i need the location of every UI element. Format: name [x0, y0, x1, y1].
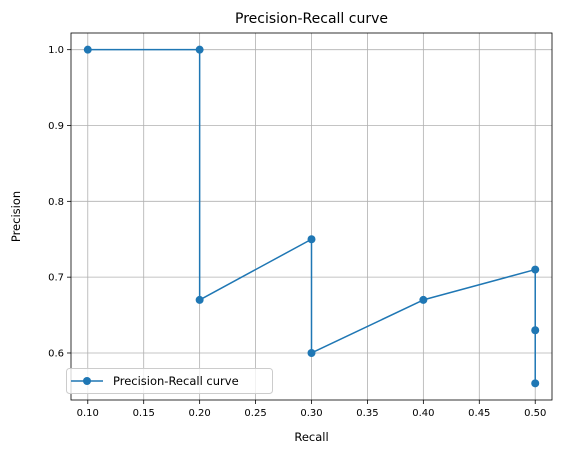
- y-tick-label: 0.7: [48, 273, 64, 284]
- y-tick-label: 1.0: [48, 45, 64, 56]
- chart-title: Precision-Recall curve: [235, 11, 388, 27]
- data-point: [195, 45, 204, 54]
- x-tick-label: 0.40: [412, 408, 434, 419]
- data-point: [419, 295, 428, 304]
- data-point: [531, 326, 540, 335]
- x-tick-label: 0.10: [77, 408, 99, 419]
- legend-entry-label: Precision-Recall curve: [113, 374, 239, 388]
- x-tick-label: 0.15: [133, 408, 155, 419]
- data-point: [307, 348, 316, 357]
- x-axis-ticks: 0.10 0.15 0.20 0.25 0.30 0.35 0.40 0.45 0.50: [77, 400, 546, 419]
- y-axis-label: Precision: [9, 191, 23, 242]
- x-axis-label: Recall: [294, 430, 328, 444]
- legend: Precision-Recall curve: [66, 368, 273, 394]
- x-tick-label: 0.50: [524, 408, 546, 419]
- data-point: [195, 295, 204, 304]
- data-point: [307, 235, 316, 244]
- data-point: [83, 45, 92, 54]
- y-axis-ticks: 0.6 0.7 0.8 0.9 1.0: [48, 45, 71, 359]
- x-tick-label: 0.20: [189, 408, 211, 419]
- data-point: [531, 379, 540, 388]
- x-tick-label: 0.25: [244, 408, 266, 419]
- x-tick-label: 0.45: [468, 408, 490, 419]
- y-tick-label: 0.6: [48, 348, 64, 359]
- x-tick-label: 0.35: [356, 408, 378, 419]
- y-tick-label: 0.8: [48, 197, 64, 208]
- data-point: [531, 265, 540, 274]
- legend-box: [66, 368, 273, 394]
- x-tick-label: 0.30: [300, 408, 322, 419]
- y-tick-label: 0.9: [48, 121, 64, 132]
- series-layer: [83, 45, 540, 388]
- legend-marker-swatch: [83, 377, 91, 385]
